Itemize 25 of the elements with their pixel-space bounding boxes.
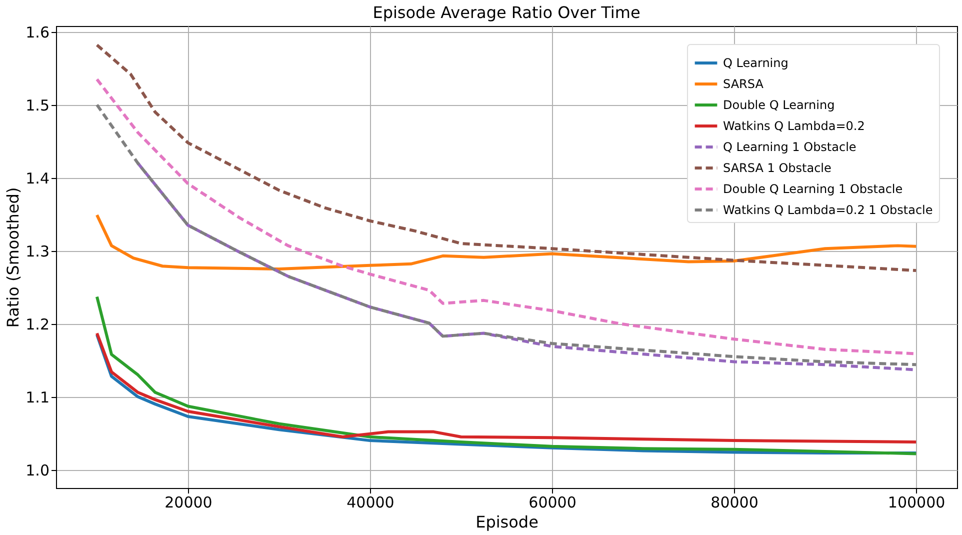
line-series — [95, 214, 918, 271]
y-axis-title: Ratio (Smoothed) — [4, 187, 23, 328]
x-tick-label: 20000 — [164, 494, 212, 512]
y-tick-label: 1.3 — [26, 242, 50, 260]
x-tick-label: 100000 — [888, 494, 946, 512]
y-tick-label: 1.1 — [26, 388, 50, 406]
chart-title: Episode Average Ratio Over Time — [372, 2, 640, 22]
x-axis-title: Episode — [476, 512, 538, 532]
legend-label: Double Q Learning — [723, 98, 835, 112]
x-tick-label: 60000 — [528, 494, 576, 512]
y-tick-label: 1.6 — [26, 23, 50, 42]
legend-label: Q Learning 1 Obstacle — [723, 140, 856, 154]
legend-label: Double Q Learning 1 Obstacle — [723, 182, 903, 196]
line-series — [95, 295, 918, 456]
legend-label: Watkins Q Lambda=0.2 1 Obstacle — [723, 203, 933, 217]
legend-label: Watkins Q Lambda=0.2 — [723, 119, 865, 133]
x-tick-label: 40000 — [346, 494, 394, 512]
legend-label: SARSA 1 Obstacle — [723, 161, 832, 175]
y-tick-label: 1.4 — [26, 169, 50, 188]
legend-label: Q Learning — [723, 56, 788, 70]
x-tick-label: 80000 — [710, 494, 758, 512]
y-tick-label: 1.0 — [26, 461, 50, 480]
y-tick-label: 1.5 — [26, 96, 50, 114]
legend-label: SARSA — [723, 77, 764, 91]
y-tick-label: 1.2 — [26, 315, 50, 334]
